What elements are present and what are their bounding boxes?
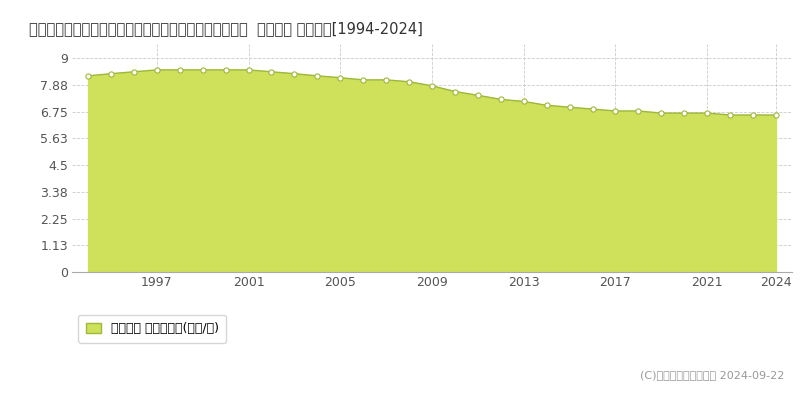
Point	[540, 102, 553, 108]
Point	[449, 88, 462, 95]
Point	[471, 92, 484, 98]
Point	[219, 67, 232, 73]
Text: (C)土地価格ドットコム 2024-09-22: (C)土地価格ドットコム 2024-09-22	[640, 370, 784, 380]
Point	[334, 74, 346, 81]
Point	[402, 78, 415, 85]
Point	[174, 67, 186, 73]
Point	[311, 73, 324, 79]
Point	[494, 96, 507, 102]
Text: 佐賀県杵島郡白石町大字福田字郷二本楠２０２７番２６  公示地価 地価推移[1994-2024]: 佐賀県杵島郡白石町大字福田字郷二本楠２０２７番２６ 公示地価 地価推移[1994…	[29, 21, 422, 36]
Point	[586, 106, 599, 112]
Point	[632, 108, 645, 114]
Point	[609, 108, 622, 114]
Point	[770, 112, 782, 118]
Point	[288, 70, 301, 77]
Point	[242, 67, 255, 73]
Point	[518, 98, 530, 105]
Point	[701, 110, 714, 116]
Legend: 公示地価 平均坪単価(万円/坪): 公示地価 平均坪単価(万円/坪)	[78, 315, 226, 343]
Point	[724, 112, 737, 118]
Point	[678, 110, 690, 116]
Point	[105, 70, 118, 77]
Point	[150, 67, 163, 73]
Point	[82, 73, 94, 79]
Point	[127, 68, 140, 75]
Point	[563, 104, 576, 110]
Point	[196, 67, 209, 73]
Point	[357, 77, 370, 83]
Point	[746, 112, 759, 118]
Point	[380, 77, 393, 83]
Point	[265, 68, 278, 75]
Point	[426, 83, 438, 89]
Point	[655, 110, 668, 116]
